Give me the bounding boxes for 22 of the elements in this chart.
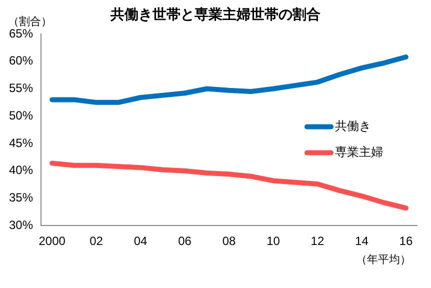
x-tick-label: 12 <box>310 234 324 248</box>
x-tick-label: 02 <box>90 234 104 248</box>
x-tick-label: 2000 <box>38 234 66 248</box>
x-tick-label: 14 <box>355 234 369 248</box>
y-tick-label: 35% <box>8 190 34 205</box>
y-tick-label: 50% <box>8 108 34 122</box>
y-tick-label: 65% <box>8 26 34 40</box>
x-tick-label: 04 <box>134 234 148 248</box>
x-tick-label: 10 <box>266 234 280 248</box>
legend-label: 専業主婦 <box>335 144 383 159</box>
y-tick-label: 45% <box>8 136 34 150</box>
legend-label: 共働き <box>335 118 371 133</box>
x-tick-label: 16 <box>399 234 413 248</box>
y-tick-label: 40% <box>8 163 34 178</box>
y-axis-title: （割合） <box>8 14 52 29</box>
x-axis-title: （年平均） <box>356 252 411 267</box>
x-tick-label: 08 <box>222 234 236 248</box>
y-tick-label: 60% <box>8 54 34 68</box>
x-tick-label: 06 <box>178 234 192 248</box>
y-tick-label: 55% <box>8 81 34 96</box>
y-tick-label: 30% <box>8 218 34 232</box>
chart-title: 共働き世帯と専業主婦世帯の割合 <box>110 7 320 23</box>
